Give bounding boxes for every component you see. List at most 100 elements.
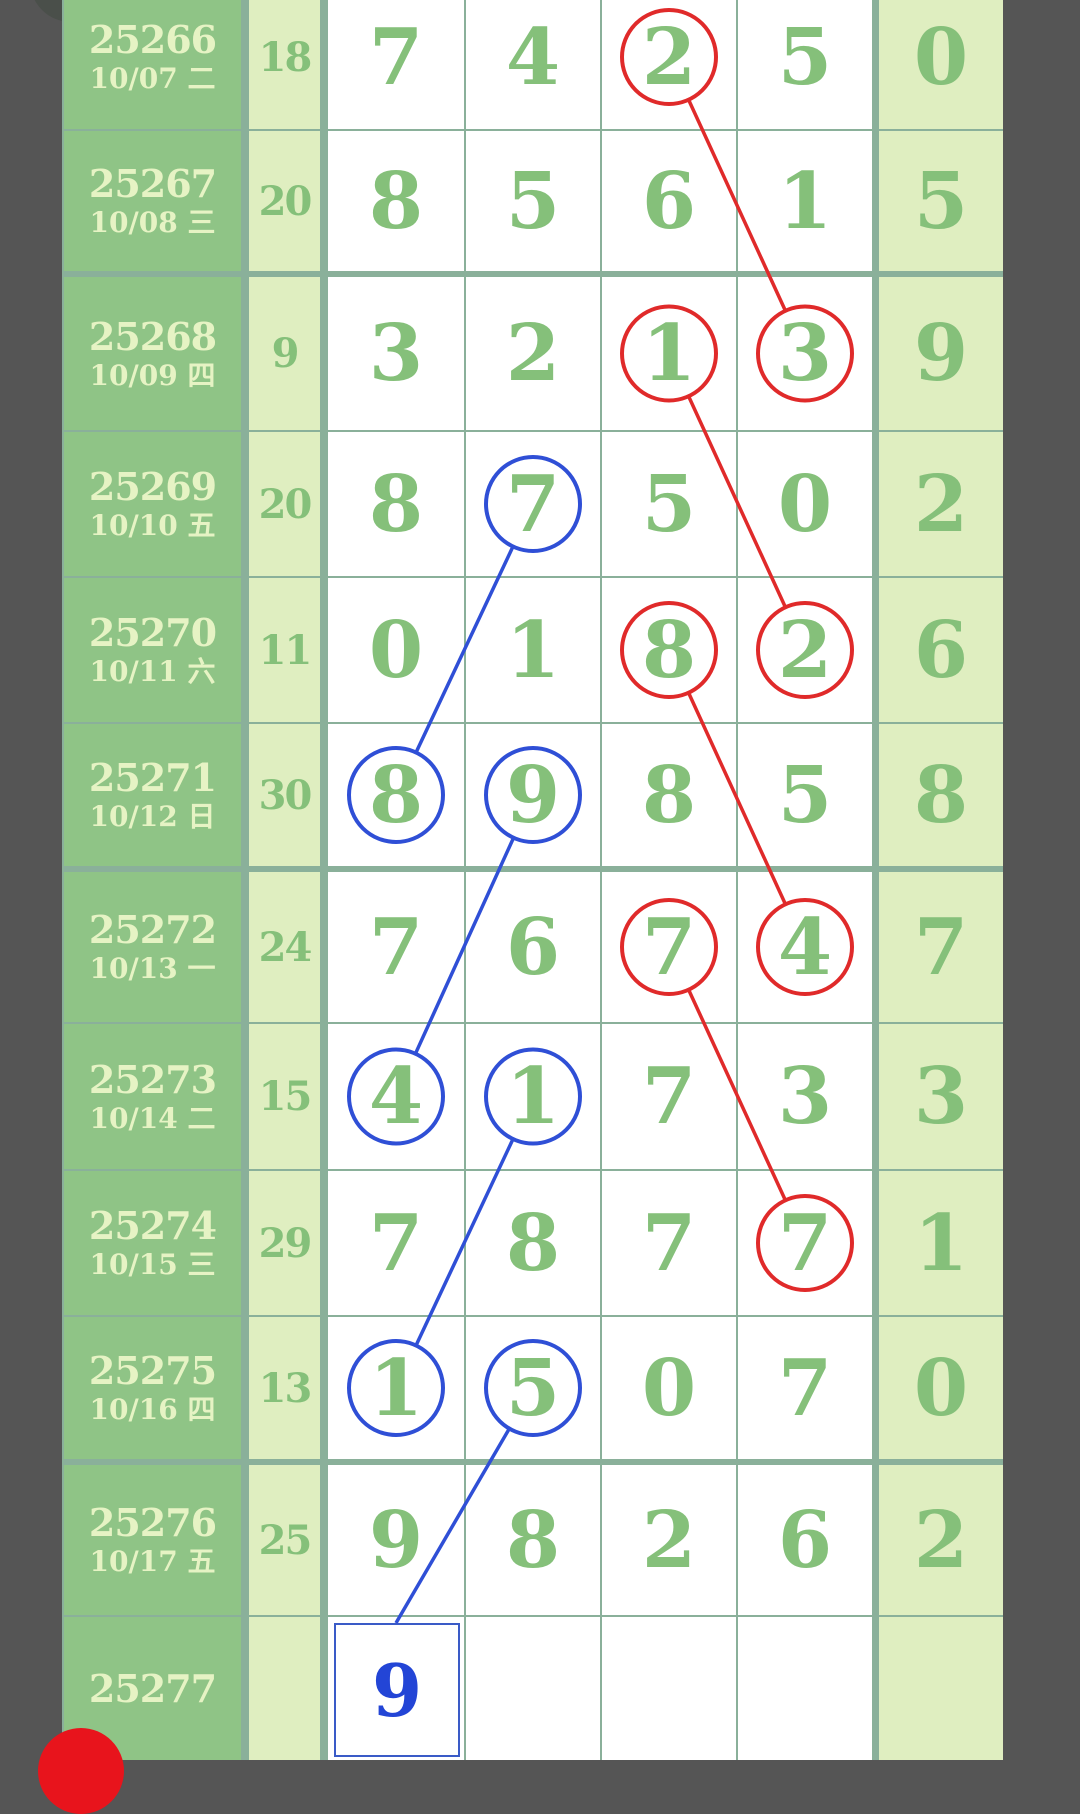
digit-value: 2	[777, 604, 833, 696]
sum-cell: 20	[249, 131, 320, 271]
digit-cell: 0	[602, 1317, 736, 1459]
digit-cell: 6	[466, 872, 600, 1022]
issue-number: 25275	[88, 1348, 217, 1393]
draw-date: 10/17 五	[89, 1545, 216, 1578]
issue-cell: 25268 10/09 四	[64, 277, 241, 430]
digit-cell: 8	[328, 724, 464, 866]
last-digit-cell: 8	[879, 724, 1003, 866]
issue-number: 25274	[88, 1203, 217, 1248]
sum-value: 20	[258, 480, 313, 528]
issue-cell: 25274 10/15 三	[64, 1171, 241, 1315]
issue-cell: 25276 10/17 五	[64, 1465, 241, 1615]
digit-cell: 7	[328, 0, 464, 129]
digit-value: 9	[368, 1494, 424, 1586]
floating-button-red[interactable]	[38, 1728, 124, 1814]
digit-value: 4	[505, 11, 561, 103]
digit-cell: 9	[466, 724, 600, 866]
digit-cell: 6	[602, 131, 736, 271]
draw-date: 10/14 二	[89, 1101, 216, 1135]
issue-number: 25269	[88, 464, 217, 509]
digit-value: 7	[641, 1051, 697, 1142]
sum-cell: 29	[249, 1171, 320, 1315]
sum-cell: 30	[249, 724, 320, 866]
sum-cell: 13	[249, 1317, 320, 1459]
digit-cell: 5	[466, 131, 600, 271]
last-digit-value: 7	[913, 901, 969, 993]
digit-value: 7	[641, 901, 697, 993]
issue-number: 25273	[88, 1056, 217, 1102]
digit-cell-empty	[466, 1617, 600, 1760]
digit-value: 0	[368, 604, 424, 696]
digit-cell: 9	[328, 1465, 464, 1615]
sum-value: 29	[258, 1219, 313, 1267]
digit-value: 6	[777, 1494, 833, 1586]
last-digit-cell: 2	[879, 1465, 1003, 1615]
last-digit-cell: 6	[879, 578, 1003, 722]
digit-cell: 5	[466, 1317, 600, 1459]
draw-date: 10/13 一	[89, 952, 216, 985]
last-digit-cell: 9	[879, 277, 1003, 430]
last-digit-value: 0	[913, 1342, 969, 1434]
last-digit-value: 0	[913, 11, 969, 103]
digit-cell: 1	[738, 131, 872, 271]
issue-cell: 25267 10/08 三	[64, 131, 241, 271]
digit-value: 6	[505, 901, 561, 993]
digit-cell: 3	[738, 277, 872, 430]
digit-cell: 2	[602, 1465, 736, 1615]
issue-cell: 25272 10/13 一	[64, 872, 241, 1022]
draw-date: 10/10 五	[89, 509, 216, 542]
digit-cell: 8	[602, 578, 736, 722]
sum-value: 9	[271, 330, 300, 377]
prediction-value: 9	[371, 1647, 423, 1733]
digit-value: 8	[368, 155, 424, 247]
sum-value: 30	[258, 771, 313, 819]
prediction-box: 9	[334, 1623, 460, 1757]
digit-value: 8	[505, 1197, 561, 1289]
digit-cell: 0	[738, 432, 872, 576]
issue-cell: 25270 10/11 六	[64, 578, 241, 722]
digit-value: 1	[368, 1342, 424, 1434]
sum-cell: 18	[249, 0, 320, 129]
issue-cell: 25275 10/16 四	[64, 1317, 241, 1459]
issue-number: 25272	[88, 907, 217, 952]
digit-value: 2	[641, 1494, 697, 1586]
digit-value: 2	[505, 308, 561, 399]
digit-value: 8	[368, 749, 424, 841]
last-digit-cell: 7	[879, 872, 1003, 1022]
digit-cell: 8	[328, 432, 464, 576]
sum-cell: 15	[249, 1024, 320, 1169]
issue-cell: 25271 10/12 日	[64, 724, 241, 866]
digit-cell: 7	[602, 872, 736, 1022]
digit-value: 9	[505, 749, 561, 841]
digit-cell: 0	[328, 578, 464, 722]
digit-value: 5	[641, 458, 697, 550]
sum-value: 20	[258, 177, 313, 225]
digit-value: 5	[777, 11, 833, 103]
digit-value: 5	[505, 155, 561, 247]
digit-cell: 7	[602, 1024, 736, 1169]
digit-cell: 5	[738, 724, 872, 866]
issue-number: 25270	[88, 610, 217, 655]
digit-value: 7	[777, 1342, 833, 1434]
digit-cell: 7	[328, 872, 464, 1022]
last-digit-cell: 1	[879, 1171, 1003, 1315]
digit-cell: 3	[738, 1024, 872, 1169]
sum-value: 25	[258, 1516, 313, 1564]
sum-cell: 25	[249, 1465, 320, 1615]
digit-cell: 7	[738, 1171, 872, 1315]
issue-cell: 25266 10/07 二	[64, 0, 241, 129]
digit-value: 4	[777, 901, 833, 993]
digit-value: 3	[777, 1051, 833, 1142]
sum-cell: 20	[249, 432, 320, 576]
last-digit-cell: 0	[879, 1317, 1003, 1459]
digit-cell: 8	[602, 724, 736, 866]
digit-cell: 4	[738, 872, 872, 1022]
digit-value: 1	[505, 1051, 561, 1142]
digit-cell: 7	[602, 1171, 736, 1315]
digit-cell-empty	[602, 1617, 736, 1760]
issue-number: 25277	[88, 1665, 217, 1711]
draw-date: 10/15 三	[89, 1248, 216, 1281]
last-digit-value: 9	[913, 308, 969, 399]
sum-value: 24	[258, 923, 313, 971]
sum-value: 15	[258, 1073, 313, 1120]
